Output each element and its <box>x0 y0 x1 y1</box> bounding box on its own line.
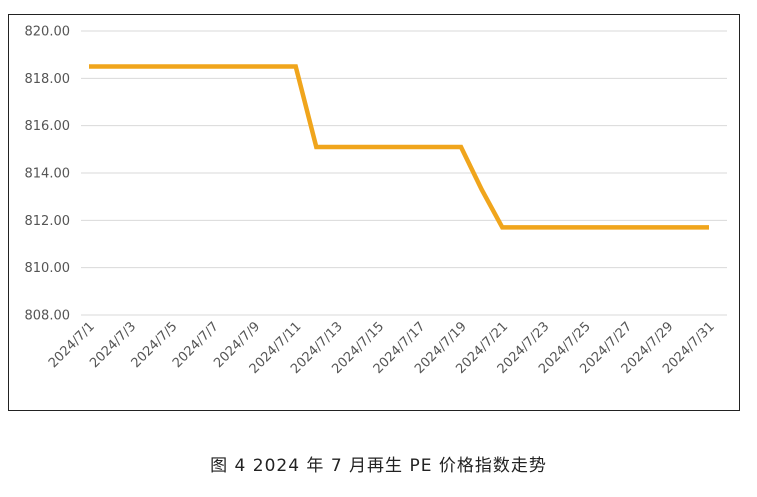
y-tick-label: 818.00 <box>25 72 71 87</box>
chart-frame: 808.00 810.00 812.00 814.00 816.00 818.00 820.… <box>8 14 740 411</box>
line-chart: 808.00 810.00 812.00 814.00 816.00 818.00 820.… <box>25 25 727 377</box>
y-tick-label: 812.00 <box>25 214 71 229</box>
y-tick-label: 816.00 <box>25 119 71 134</box>
y-tick-label: 814.00 <box>25 167 71 182</box>
y-tick-label: 820.00 <box>25 25 71 40</box>
figure-caption: 图 4 2024 年 7 月再生 PE 价格指数走势 <box>210 456 547 476</box>
series-line <box>89 64 709 230</box>
y-tick-label: 808.00 <box>25 309 71 324</box>
y-tick-label: 810.00 <box>25 261 71 276</box>
